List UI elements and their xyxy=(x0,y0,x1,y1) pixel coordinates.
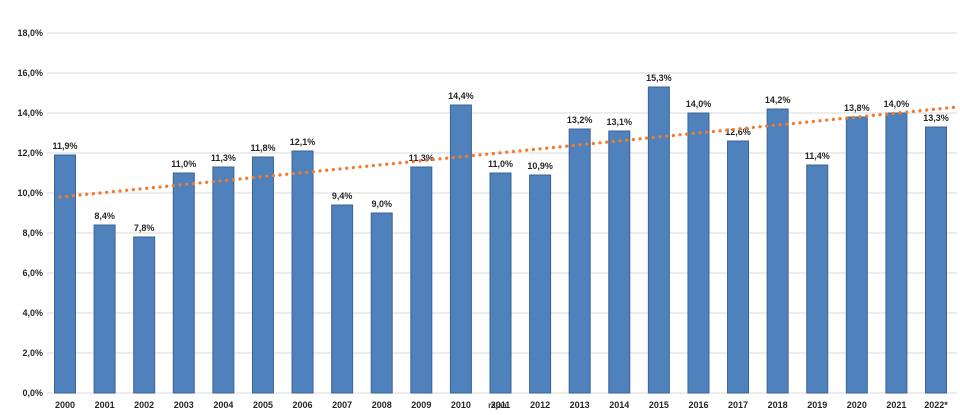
bar-value-label: 10,9% xyxy=(527,161,553,171)
bar xyxy=(370,212,393,394)
x-tick-label: 2013 xyxy=(570,400,590,410)
x-tick-label: 2016 xyxy=(688,400,708,410)
bar xyxy=(291,150,314,394)
bar xyxy=(687,112,710,394)
bar-value-label: 13,8% xyxy=(844,103,870,113)
trendline xyxy=(58,105,959,199)
bar xyxy=(410,166,433,394)
x-tick-label: 2021 xyxy=(886,400,906,410)
x-tick-label: 2008 xyxy=(372,400,392,410)
bar xyxy=(251,156,274,394)
x-tick-label: 2000 xyxy=(55,400,75,410)
x-tick-label: 2014 xyxy=(609,400,629,410)
y-tick-label: 8,0% xyxy=(22,228,43,238)
bar-value-label: 9,0% xyxy=(371,199,392,209)
bar xyxy=(489,172,512,394)
bar-value-label: 11,3% xyxy=(409,153,434,163)
bar-value-label: 14,4% xyxy=(448,91,474,101)
bar xyxy=(845,116,868,394)
bar-value-label: 7,8% xyxy=(134,223,155,233)
y-tick-label: 6,0% xyxy=(22,268,43,278)
x-tick-label: 2019 xyxy=(807,400,827,410)
bar-value-label: 14,0% xyxy=(686,99,712,109)
bar xyxy=(212,166,235,394)
x-tick-label: 2011 xyxy=(491,400,511,410)
x-tick-label: 2020 xyxy=(847,400,867,410)
bar-value-label: 14,0% xyxy=(884,99,910,109)
bar-value-label: 13,2% xyxy=(567,115,593,125)
bar xyxy=(331,204,354,394)
x-tick-label: 2001 xyxy=(95,400,115,410)
x-tick-label: 2006 xyxy=(293,400,313,410)
x-tick-label: 2002 xyxy=(134,400,154,410)
bar-value-label: 11,0% xyxy=(171,159,196,169)
x-tick-label: 2010 xyxy=(451,400,471,410)
bar xyxy=(54,154,76,394)
bar xyxy=(885,112,908,394)
y-tick-label: 12,0% xyxy=(17,148,43,158)
bar xyxy=(766,108,789,394)
bar xyxy=(647,86,670,394)
bar-value-label: 12,6% xyxy=(725,127,751,137)
bar-value-label: 9,4% xyxy=(332,191,353,201)
x-tick-label-overlap-artifact: rajaa xyxy=(488,401,507,410)
bar xyxy=(727,140,750,394)
x-tick-label: 2009 xyxy=(411,400,431,410)
bar-value-label: 11,0% xyxy=(488,159,513,169)
bar-value-label: 11,4% xyxy=(805,151,830,161)
x-tick-label: 2007 xyxy=(332,400,352,410)
bar-value-label: 11,9% xyxy=(52,141,77,151)
y-tick-label: 10,0% xyxy=(17,188,43,198)
x-tick-label: 2003 xyxy=(174,400,194,410)
bar-value-label: 11,3% xyxy=(211,153,236,163)
x-tick-label: 2004 xyxy=(213,400,233,410)
bar xyxy=(925,126,947,394)
bar xyxy=(568,128,591,394)
x-tick-label: 2005 xyxy=(253,400,273,410)
bar-value-label: 14,2% xyxy=(765,95,791,105)
bar xyxy=(449,104,472,394)
bar xyxy=(172,172,195,394)
bar-value-label: 8,4% xyxy=(94,211,115,221)
bar xyxy=(608,130,631,394)
y-tick-label: 4,0% xyxy=(22,308,43,318)
x-tick-label: 2017 xyxy=(728,400,748,410)
bar xyxy=(529,174,552,394)
y-tick-label: 14,0% xyxy=(17,108,43,118)
x-tick-label: 2022* xyxy=(924,400,948,410)
y-tick-label: 16,0% xyxy=(17,68,43,78)
bar xyxy=(133,236,156,394)
bar xyxy=(806,164,829,394)
x-tick-label: 2015 xyxy=(649,400,669,410)
y-tick-label: 0,0% xyxy=(22,388,43,398)
bar-value-label: 15,3% xyxy=(646,73,672,83)
bar-value-label: 13,1% xyxy=(607,117,633,127)
bar-value-label: 11,8% xyxy=(250,143,275,153)
bar-value-label: 13,3% xyxy=(923,113,949,123)
x-tick-label: 2012 xyxy=(530,400,550,410)
bar xyxy=(93,224,116,394)
y-tick-label: 18,0% xyxy=(17,28,43,38)
y-tick-label: 2,0% xyxy=(22,348,43,358)
x-tick-label: 2018 xyxy=(768,400,788,410)
bar-value-label: 12,1% xyxy=(290,137,316,147)
